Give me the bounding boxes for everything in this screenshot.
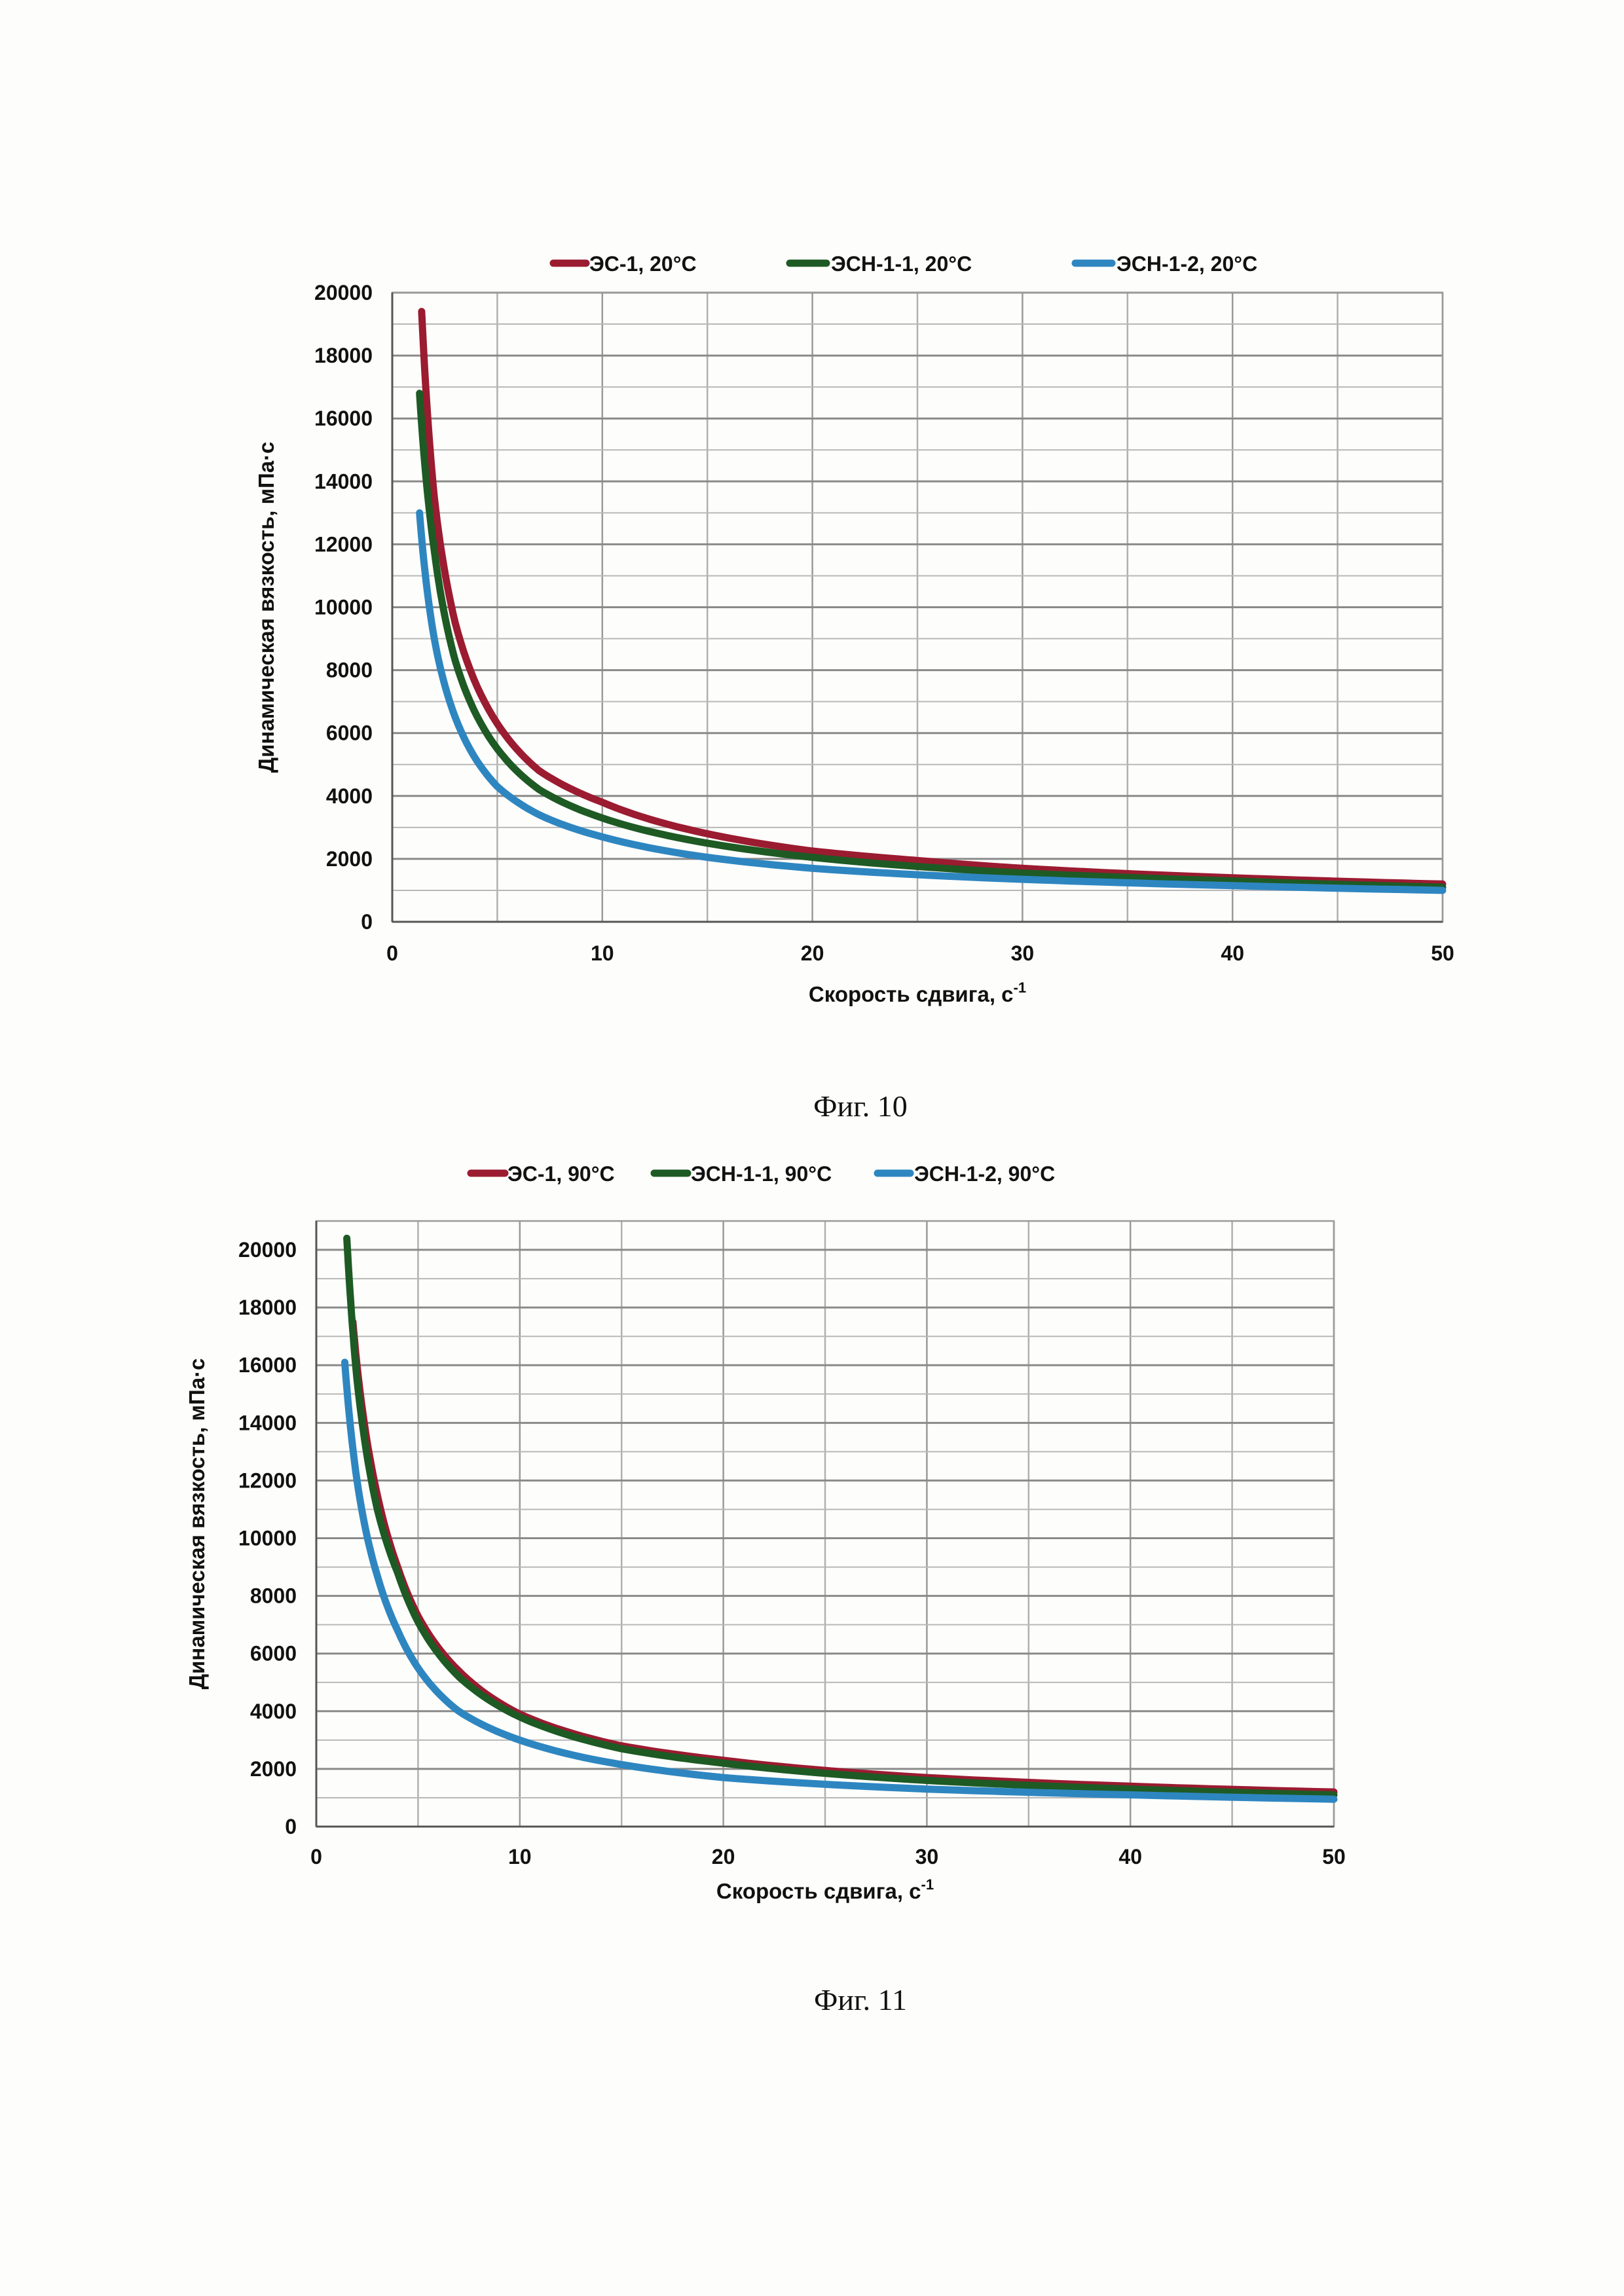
y-tick-label: 4000	[250, 1700, 297, 1723]
x-axis-title: Скорость сдвига, с-1	[716, 1876, 934, 1903]
y-tick-label: 20000	[238, 1238, 297, 1262]
y-tick-label: 8000	[326, 659, 373, 682]
x-tick-label: 40	[1221, 941, 1244, 965]
y-tick-label: 10000	[238, 1527, 297, 1550]
y-tick-label: 12000	[314, 532, 373, 556]
y-tick-label: 2000	[326, 847, 373, 871]
y-tick-label: 0	[361, 910, 373, 934]
legend-label-3: ЭСН-1-2, 90°C	[914, 1162, 1055, 1186]
y-axis-title: Динамическая вязкость, мПа·с	[185, 1358, 209, 1690]
y-tick-label: 14000	[238, 1411, 297, 1434]
x-axis-title-text: Скорость сдвига, с	[809, 982, 1014, 1006]
figure-caption: Фиг. 11	[814, 1983, 907, 2016]
y-tick-label: 14000	[314, 469, 373, 493]
y-axis-title: Динамическая вязкость, мПа·с	[254, 442, 278, 773]
y-tick-label: 2000	[250, 1757, 297, 1781]
series-line-2	[416, 390, 1447, 891]
y-tick-label: 6000	[250, 1642, 297, 1666]
x-axis-title: Скорость сдвига, с-1	[809, 979, 1026, 1006]
y-tick-label: 8000	[250, 1584, 297, 1608]
series-line-1	[349, 1318, 1338, 1796]
legend-label-1: ЭС-1, 20°C	[589, 252, 697, 276]
legend-label-2: ЭСН-1-1, 90°C	[691, 1162, 832, 1186]
x-tick-label: 40	[1118, 1845, 1142, 1868]
y-tick-label: 6000	[326, 721, 373, 745]
legend-label-1: ЭС-1, 90°C	[507, 1162, 615, 1186]
x-tick-label: 30	[915, 1845, 939, 1868]
y-tick-label: 18000	[314, 344, 373, 367]
x-tick-label: 0	[386, 941, 398, 965]
x-tick-label: 20	[801, 941, 824, 965]
chart-2: 0 10 20 30 40 50 0 2000 4000 6000 8000 10000 12000 14…	[185, 1162, 1346, 2016]
x-axis-title-superscript: -1	[1014, 979, 1027, 996]
y-tick-label: 16000	[238, 1353, 297, 1377]
x-tick-label: 10	[508, 1845, 532, 1868]
x-tick-label: 50	[1322, 1845, 1346, 1868]
x-tick-label: 30	[1011, 941, 1035, 965]
y-tick-label: 12000	[238, 1468, 297, 1492]
x-axis-title-text: Скорость сдвига, с	[716, 1879, 921, 1903]
y-tick-label: 16000	[314, 407, 373, 430]
series-line-2	[343, 1234, 1338, 1798]
y-tick-label: 18000	[238, 1296, 297, 1319]
figure-caption: Фиг. 10	[813, 1089, 908, 1123]
legend-label-3: ЭСН-1-2, 20°C	[1116, 252, 1257, 276]
series-line-3	[341, 1358, 1338, 1803]
x-tick-label: 50	[1431, 941, 1454, 965]
y-tick-label: 20000	[314, 281, 373, 304]
y-tick-label: 10000	[314, 596, 373, 619]
x-axis-title-superscript: -1	[921, 1876, 934, 1893]
x-tick-label: 0	[310, 1845, 322, 1868]
legend-label-2: ЭСН-1-1, 20°C	[831, 252, 972, 276]
y-tick-label: 4000	[326, 784, 373, 808]
x-tick-label: 20	[712, 1845, 735, 1868]
series-line-1	[418, 308, 1447, 888]
chart-1: 0 10 20 30 40 50 0 2000 4000 6000 8000 10000 12000 14…	[254, 252, 1454, 1123]
x-tick-label: 10	[591, 941, 614, 965]
y-tick-label: 0	[285, 1815, 297, 1838]
